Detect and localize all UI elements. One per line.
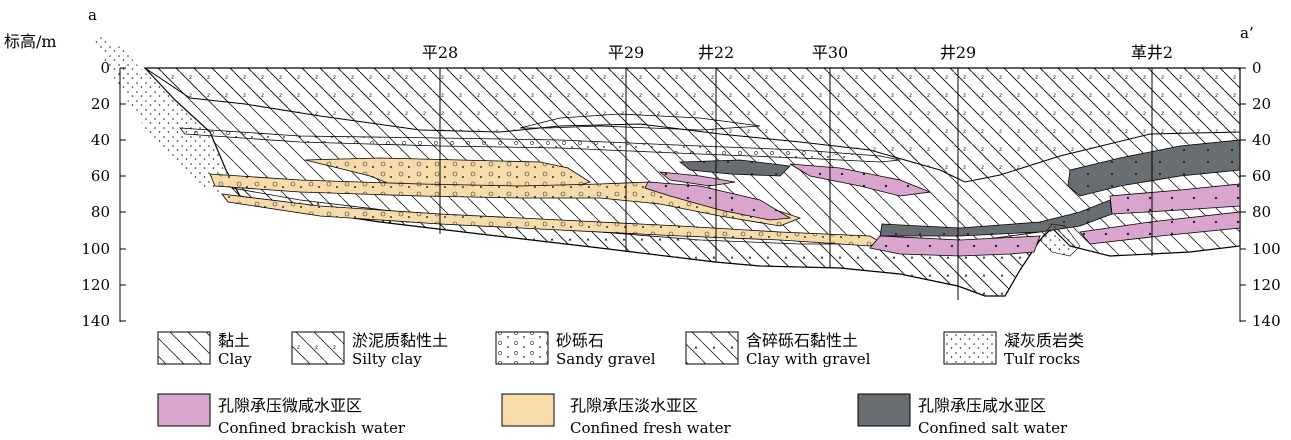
legend-cn: 孔隙承压咸水亚区 [918,396,1046,415]
y-tick-right: 40 [1252,131,1271,149]
salt-water-lens [678,159,791,177]
y-tick-left: 140 [81,312,110,330]
right-axis [1239,67,1246,322]
y-tick-left: 0 [100,59,110,77]
sandy-gravel-band [179,127,901,163]
well-lines [439,68,1153,300]
y-tick-right: 20 [1252,95,1271,113]
legend-cn: 凝灰质岩类 [1004,331,1084,350]
legend-en: Clay [218,350,252,368]
legend-swatch-salt [857,393,911,427]
legend-en: Confined salt water [918,419,1068,437]
legend-swatch-brackish [157,393,211,427]
y-tick-right: 140 [1252,312,1281,330]
legend-cn: 孔隙承压微咸水亚区 [218,396,362,415]
y-tick-left: 20 [91,95,110,113]
y-tick-right: 80 [1252,203,1271,221]
well-label: 平30 [812,43,848,62]
y-tick-left: 100 [81,240,110,258]
well-label: 井29 [940,43,976,62]
legend-swatch-clay-gravel [685,331,739,365]
legend-en: Sandy gravel [556,350,656,368]
well-label: 革井2 [1131,43,1173,62]
legend-cn: 砂砾石 [556,331,604,350]
brackish-lens-1 [644,181,792,221]
legend-en: Confined brackish water [218,419,406,437]
brackish-band-lower [869,235,1041,257]
y-tick-right: 60 [1252,167,1271,185]
legend-en: Tulf rocks [1004,350,1080,368]
legend-en: Clay with gravel [746,350,871,368]
brackish-lens-2 [789,163,932,197]
legend-cn: 淤泥质黏性土 [352,331,448,350]
y-tick-right: 100 [1252,240,1281,258]
well-label: 平29 [608,43,644,62]
tuff-mound [1039,223,1081,257]
legend-lithology: 黏土 Clay 淤泥质黏性土 Silty clay 砂砾石 Sandy grav… [157,331,1084,368]
y-tick-left: 120 [81,276,110,294]
legend-swatch-tuff [943,331,997,365]
y-tick-left: 60 [91,167,110,185]
legend-cn: 孔隙承压淡水亚区 [570,396,698,415]
clay-gravel-zone [230,187,1053,297]
legend-swatch-fresh [501,393,555,427]
silty-lens [519,113,761,131]
legend-en: Confined fresh water [570,419,731,437]
section-end-label: a’ [1240,24,1254,42]
legend-swatch-clay [157,331,211,365]
salt-water-right [1067,139,1241,197]
legend-cn: 含碎砾石黏性土 [746,331,858,350]
legend-water: 孔隙承压微咸水亚区 Confined brackish water 孔隙承压淡水… [157,393,1068,437]
left-axis [119,67,126,322]
well-label: 平28 [422,43,458,62]
y-tick-left: 40 [91,131,110,149]
legend-cn: 黏土 [218,331,250,350]
legend-en: Silty clay [352,350,422,368]
y-tick-left: 80 [91,203,110,221]
axis-title: 标高/m [4,32,57,51]
legend-swatch-silty [291,331,345,365]
tuff-slope [90,32,232,194]
y-tick-right: 120 [1252,276,1281,294]
section-start-label: a [88,6,97,24]
legend-swatch-gravel [495,331,549,365]
well-label: 井22 [698,43,734,62]
y-tick-right: 0 [1252,59,1262,77]
